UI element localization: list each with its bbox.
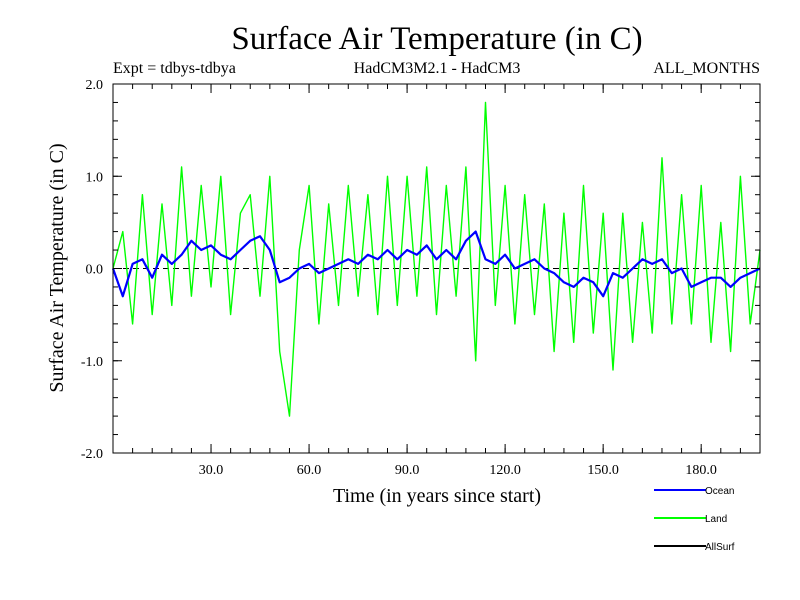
x-axis-label: Time (in years since start)	[333, 485, 541, 507]
y-tick-label: -2.0	[81, 447, 103, 462]
x-tick-label: 180.0	[685, 463, 717, 478]
series-line-land	[112, 101, 761, 417]
x-tick-label: 150.0	[587, 463, 619, 478]
subtitle-left: Expt = tdbys-tdbya	[113, 60, 236, 77]
x-tick-label: 30.0	[199, 463, 224, 478]
y-tick-label: 2.0	[86, 78, 104, 93]
subtitle-center: HadCM3M2.1 - HadCM3	[354, 60, 521, 77]
x-tick-label: 60.0	[297, 463, 322, 478]
chart-title: Surface Air Temperature (in C)	[231, 21, 642, 57]
legend-label-allsurf: AllSurf	[705, 542, 735, 553]
x-tick-label: 120.0	[489, 463, 521, 478]
series-line-ocean	[111, 230, 761, 298]
y-tick-label: -1.0	[81, 355, 103, 370]
legend-label-land: Land	[705, 514, 727, 525]
x-tick-label: 90.0	[395, 463, 420, 478]
legend-label-ocean: Ocean	[705, 486, 734, 497]
y-tick-label: 1.0	[86, 170, 104, 185]
y-tick-label: 0.0	[86, 263, 104, 278]
subtitle-right: ALL_MONTHS	[653, 60, 760, 77]
y-axis-label: Surface Air Temperature (in C)	[46, 143, 68, 392]
